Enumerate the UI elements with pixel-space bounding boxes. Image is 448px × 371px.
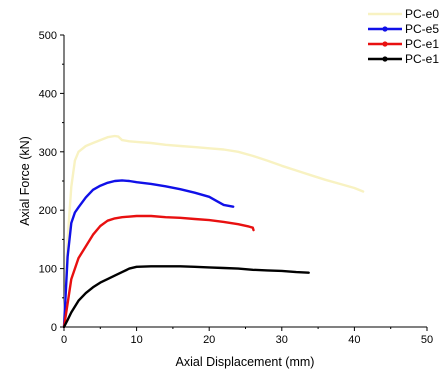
legend-marker [382, 41, 388, 47]
legend-label: PC-e1 [405, 37, 439, 51]
x-tick-label: 30 [276, 334, 288, 346]
series-line-4 [62, 265, 310, 329]
x-ticks: 0 10 20 30 40 50 [61, 327, 433, 346]
legend-marker [382, 56, 388, 62]
y-tick-label: 0 [51, 322, 57, 334]
x-tick-label: 50 [421, 334, 433, 346]
y-axis-title: Axial Force (kN) [18, 136, 32, 226]
legend-label: PC-e1 [405, 52, 439, 66]
series-line-3 [62, 214, 255, 329]
x-tick-label: 0 [61, 334, 67, 346]
y-tick-label: 200 [39, 205, 57, 217]
y-tick-label: 100 [39, 264, 57, 276]
legend-marker [382, 26, 388, 32]
y-tick-label: 400 [39, 88, 57, 100]
legend-label: PC-e5 [405, 22, 439, 36]
legend-label: PC-e0 [405, 7, 439, 21]
y-tick-label: 300 [39, 147, 57, 159]
x-axis-title: Axial Displacement (mm) [176, 355, 315, 369]
series-line-2 [62, 179, 235, 329]
x-tick-label: 40 [348, 334, 360, 346]
x-tick-label: 20 [203, 334, 215, 346]
series-layer [62, 134, 365, 329]
x-tick-label: 10 [130, 334, 142, 346]
y-ticks: 0 100 200 300 400 500 [39, 30, 64, 334]
y-tick-label: 500 [39, 30, 57, 42]
series-line-1 [62, 134, 365, 329]
